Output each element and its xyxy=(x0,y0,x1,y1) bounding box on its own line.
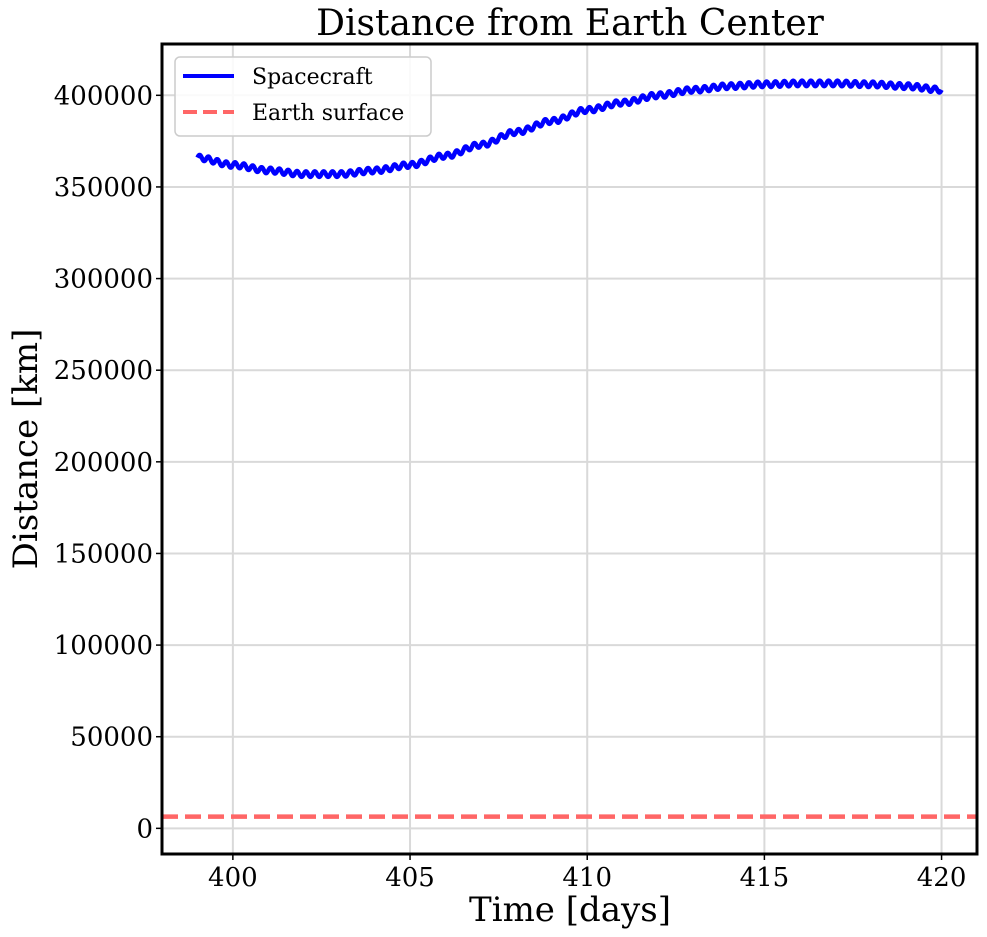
y-tick-label: 150000 xyxy=(54,539,153,569)
plot-area xyxy=(162,78,977,819)
y-tick-label: 300000 xyxy=(54,265,153,295)
x-axis-label: Time [days] xyxy=(469,890,671,930)
plot-frame xyxy=(160,42,979,856)
x-tick-label: 415 xyxy=(740,863,790,893)
x-axis-ticks: 400 405 410 415 420 xyxy=(208,854,966,893)
y-tick-label: 250000 xyxy=(54,356,153,386)
x-tick-label: 405 xyxy=(385,863,435,893)
y-tick-label: 0 xyxy=(136,814,153,844)
y-tick-label: 400000 xyxy=(54,81,153,111)
x-tick-label: 410 xyxy=(562,863,612,893)
y-tick-label: 100000 xyxy=(54,631,153,661)
chart-title: Distance from Earth Center xyxy=(316,3,825,44)
legend-label-earth-surface: Earth surface xyxy=(252,101,404,126)
y-axis-ticks: 0 50000 100000 150000 200000 250000 300000 3500… xyxy=(54,81,162,844)
x-tick-label: 420 xyxy=(917,863,967,893)
legend-box xyxy=(174,56,432,137)
y-tick-label: 350000 xyxy=(54,173,153,203)
y-axis-label: Distance [km] xyxy=(6,329,46,570)
y-tick-label: 200000 xyxy=(54,448,153,478)
y-tick-label: 50000 xyxy=(70,723,153,753)
legend-label-spacecraft: Spacecraft xyxy=(252,65,373,90)
legend: Spacecraft Earth surface xyxy=(174,56,432,137)
series-line-spacecraft xyxy=(195,78,944,180)
grid-lines xyxy=(162,44,977,854)
x-tick-label: 400 xyxy=(208,863,258,893)
